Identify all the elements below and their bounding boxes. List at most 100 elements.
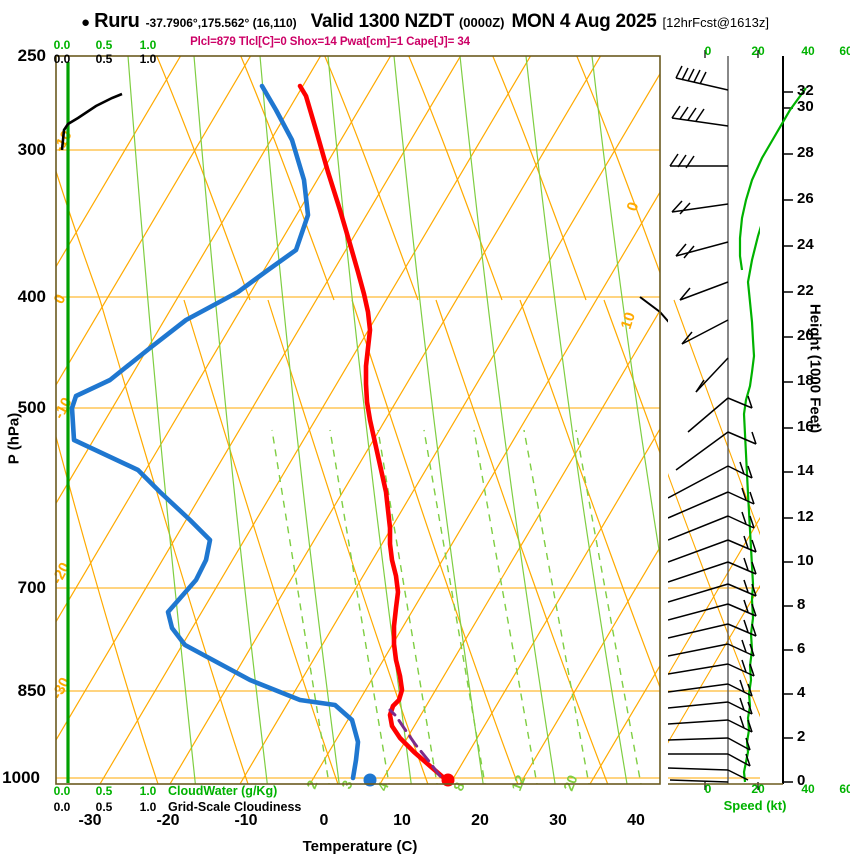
station-dot-icon: ● <box>81 14 91 31</box>
wind-barb <box>668 697 753 715</box>
temperature-axis-label: Temperature (C) <box>302 838 418 855</box>
cloudiness-tick-top-0: 0.0 <box>53 52 71 66</box>
temp-tick-30: 30 <box>549 812 567 829</box>
mixing-ratio-lines <box>271 429 642 784</box>
temp-tick-40: 40 <box>627 812 645 829</box>
wind-barb <box>668 619 757 639</box>
speed-tick-0-top: 0 <box>704 44 712 58</box>
wind-barb <box>671 105 729 127</box>
dewpoint-curve <box>69 83 361 781</box>
wind-barb <box>668 639 755 657</box>
pressure-tick-250: 250 <box>17 46 46 65</box>
svg-text:10: 10 <box>618 310 639 331</box>
svg-text:20: 20 <box>560 772 581 793</box>
valid-date: MON 4 Aug 2025 <box>511 11 657 32</box>
wind-barb <box>668 715 753 733</box>
wind-barb <box>668 599 757 621</box>
wind-barb <box>687 395 753 433</box>
speed-tick-60-top: 60 <box>839 44 850 58</box>
wind-barb <box>668 511 755 541</box>
wind-barb <box>671 200 729 215</box>
cloudiness-tick-top-2: 1.0 <box>139 52 157 66</box>
height-tick-2: 2 <box>797 728 806 745</box>
mixing-ratio-labels: 2 3 4 8 12 20 <box>303 772 581 793</box>
wind-barb <box>669 779 729 783</box>
svg-text:12: 12 <box>508 772 529 793</box>
pressure-tick-400: 400 <box>17 287 46 306</box>
cloudwater-tick-top-2: 1.0 <box>139 38 157 52</box>
temp-tick--30: -30 <box>78 812 102 829</box>
cloudiness-profile <box>60 92 123 151</box>
parcel-curve <box>388 708 442 778</box>
plot-border <box>55 55 661 785</box>
zulu-time: (0000Z) <box>458 15 505 30</box>
cloudiness-tick-bottom-2: 1.0 <box>139 800 157 814</box>
height-tick-22: 22 <box>797 282 814 299</box>
cloudwater-tick-bottom-2: 1.0 <box>139 784 157 798</box>
wind-barb <box>675 431 757 471</box>
wind-barb <box>668 753 751 767</box>
wind-barb <box>668 679 753 697</box>
speed-tick-40-top: 40 <box>801 44 815 58</box>
wind-panel-grid <box>668 299 760 779</box>
wind-barbs <box>668 65 757 783</box>
isobar-lines <box>56 56 660 779</box>
cloudiness-tick-top-1: 0.5 <box>95 52 113 66</box>
pressure-axis-label: P (hPa) <box>5 412 23 465</box>
wind-barb <box>669 153 728 169</box>
height-tick-18: 18 <box>797 372 814 389</box>
wind-barb <box>668 557 757 583</box>
height-tick-12: 12 <box>797 508 814 525</box>
wind-barb <box>675 241 729 259</box>
temp-tick-10: 10 <box>393 812 411 829</box>
speed-tick-20-bottom: 20 <box>751 782 765 796</box>
height-tick-6: 6 <box>797 640 806 657</box>
wind-barb <box>681 319 729 345</box>
wind-barb <box>679 281 729 301</box>
page-header: ● Ruru -37.7906°,175.562° (16,110) Valid… <box>0 10 850 36</box>
cloudwater-tick-bottom-1: 0.5 <box>95 784 113 798</box>
wind-barb <box>668 659 755 677</box>
station-name: Ruru <box>94 10 140 32</box>
pressure-tick-500: 500 <box>17 398 46 417</box>
wind-barb <box>668 737 751 751</box>
height-tick-32: 32 <box>797 82 814 99</box>
cloudwater-tick-top-1: 0.5 <box>95 38 113 52</box>
wind-barb <box>695 357 729 393</box>
temperature-curve <box>297 83 447 781</box>
speed-tick-60-bottom: 60 <box>839 782 850 796</box>
height-axis-ticks <box>783 91 793 783</box>
pressure-tick-700: 700 <box>17 578 46 597</box>
wind-barb <box>675 65 729 91</box>
speed-axis-label: Speed (kt) <box>723 798 787 813</box>
cloudiness-legend-label: Grid-Scale Cloudiness <box>168 800 302 814</box>
moist-adiabat-lines <box>127 56 660 784</box>
pressure-tick-850: 850 <box>17 681 46 700</box>
cloudwater-legend-label: CloudWater (g/Kg) <box>168 784 278 798</box>
height-tick-4: 4 <box>797 684 806 701</box>
speed-tick-40-bottom: 40 <box>801 782 815 796</box>
pressure-tick-1000: 1000 <box>2 768 40 787</box>
station-coordinates: -37.7906°,175.562° (16,110) <box>145 16 297 30</box>
temp-tick-0: 0 <box>319 812 329 829</box>
height-tick-26: 26 <box>797 190 814 207</box>
stability-indices: Plcl=879 Tlcl[C]=0 Shox=14 Pwat[cm]=1 Ca… <box>190 36 470 48</box>
height-axis-label: Height (1000 Feet) <box>806 303 824 434</box>
wind-barb <box>668 487 755 519</box>
temp-tick--20: -20 <box>156 812 180 829</box>
height-tick-30: 30 <box>797 98 814 115</box>
pressure-tick-300: 300 <box>17 140 46 159</box>
height-tick-14: 14 <box>797 462 814 479</box>
temp-tick-20: 20 <box>471 812 489 829</box>
valid-time: Valid 1300 NZDT <box>310 11 455 32</box>
cloudwater-tick-top-0: 0.0 <box>53 38 71 52</box>
cloudiness-tick-bottom-0: 0.0 <box>53 800 71 814</box>
height-tick-16: 16 <box>797 418 814 435</box>
wind-panel-background <box>668 56 760 784</box>
wind-barb <box>668 767 749 781</box>
plot-background <box>56 56 660 784</box>
cloudiness-tick-bottom-1: 0.5 <box>95 800 113 814</box>
wind-barb <box>668 535 757 563</box>
